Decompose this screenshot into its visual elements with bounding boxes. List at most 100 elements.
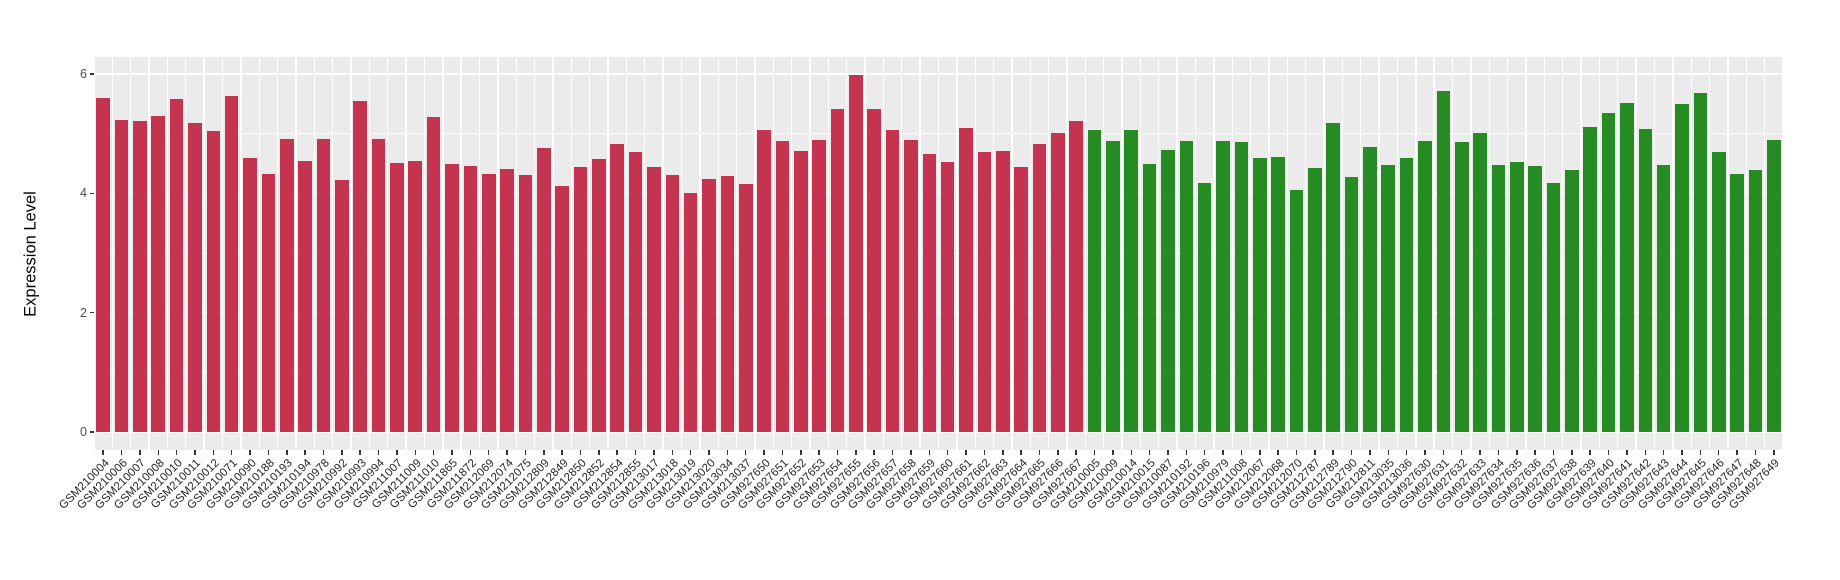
vertical-gridline: [552, 57, 554, 450]
bar-GSM927641: [1620, 103, 1634, 433]
vertical-gridline: [405, 57, 407, 450]
x-tick: [175, 450, 178, 455]
y-tick: [89, 73, 94, 75]
bar-GSM210194: [298, 161, 312, 433]
bar-GSM210978: [316, 139, 331, 433]
x-tick: [1185, 450, 1188, 455]
bar-GSM212075: [518, 175, 533, 433]
vertical-gridline: [1727, 57, 1729, 450]
x-tick: [910, 450, 912, 455]
vertical-gridline: [1029, 57, 1031, 450]
bar-GSM212787: [1308, 168, 1322, 433]
bar-GSM927657: [885, 130, 900, 433]
minor-gridline: [94, 133, 1783, 135]
x-tick: [543, 450, 545, 455]
vertical-gridline: [368, 57, 371, 450]
bar-GSM212850: [573, 166, 588, 433]
vertical-gridline: [735, 57, 738, 450]
bar-GSM210993: [353, 101, 367, 433]
x-tick: [1203, 450, 1206, 455]
vertical-gridline: [1635, 57, 1637, 450]
vertical-gridline: [1341, 57, 1344, 450]
vertical-gridline: [1176, 57, 1178, 450]
vertical-gridline: [1304, 57, 1307, 450]
x-tick: [1479, 450, 1481, 455]
bar-GSM213017: [647, 167, 661, 433]
vertical-gridline: [882, 57, 885, 450]
bar-GSM212069: [481, 173, 496, 433]
bar-GSM211009: [408, 160, 423, 433]
x-tick: [579, 450, 582, 455]
y-tick-label: 6: [80, 67, 87, 81]
bar-GSM927662: [977, 151, 992, 433]
major-gridline: [94, 192, 1783, 195]
bar-GSM927664: [1014, 167, 1028, 433]
x-tick: [836, 450, 839, 455]
major-gridline: [94, 431, 1783, 433]
bar-GSM927644: [1675, 104, 1689, 433]
x-tick: [781, 450, 784, 455]
x-tick: [744, 450, 747, 455]
bar-GSM210071: [224, 96, 239, 433]
x-tick: [524, 450, 527, 455]
vertical-gridline: [1121, 57, 1123, 450]
x-tick: [800, 450, 802, 455]
vertical-gridline: [570, 57, 573, 450]
vertical-gridline: [864, 57, 866, 450]
bar-GSM210192: [1179, 141, 1194, 433]
vertical-gridline: [901, 57, 903, 450]
bar-GSM213019: [683, 193, 698, 433]
bar-GSM212854: [610, 144, 624, 433]
vertical-gridline: [1617, 57, 1619, 450]
x-tick: [855, 450, 857, 455]
bar-GSM927666: [1051, 132, 1065, 433]
vertical-gridline: [717, 57, 719, 450]
vertical-gridline: [1580, 57, 1582, 450]
x-tick: [432, 450, 435, 455]
bar-GSM212790: [1344, 176, 1359, 433]
x-tick: [1424, 450, 1426, 455]
bar-GSM210188: [261, 174, 276, 433]
x-tick: [157, 450, 159, 455]
bar-GSM212849: [555, 186, 569, 433]
bar-GSM927647: [1730, 174, 1744, 433]
x-tick: [1332, 450, 1334, 455]
vertical-gridline: [1690, 57, 1692, 450]
x-tick: [1295, 450, 1298, 455]
x-tick: [1607, 450, 1610, 455]
vertical-gridline: [992, 57, 995, 450]
x-tick: [1773, 450, 1775, 455]
x-tick: [506, 450, 508, 455]
vertical-gridline: [680, 57, 683, 450]
bar-GSM210087: [1161, 149, 1175, 433]
vertical-gridline: [1286, 57, 1288, 450]
bar-GSM212809: [536, 148, 551, 433]
bar-GSM213034: [720, 176, 735, 433]
bar-GSM212074: [500, 168, 514, 433]
bar-GSM927648: [1748, 169, 1763, 433]
x-tick: [1662, 450, 1665, 455]
bar-GSM212067: [1252, 158, 1267, 433]
x-tick: [1736, 450, 1738, 455]
bar-GSM210992: [335, 180, 349, 433]
vertical-gridline: [1543, 57, 1546, 450]
vertical-gridline: [515, 57, 517, 450]
bar-GSM927639: [1583, 127, 1598, 433]
x-tick: [1093, 450, 1096, 455]
vertical-gridline: [662, 57, 664, 450]
vertical-gridline: [1194, 57, 1197, 450]
bar-GSM210994: [371, 139, 386, 433]
x-tick: [304, 450, 306, 455]
x-tick: [249, 450, 251, 455]
vertical-gridline: [1562, 57, 1564, 450]
bar-GSM927658: [904, 140, 918, 433]
vertical-gridline: [1323, 57, 1325, 450]
vertical-gridline: [276, 57, 279, 450]
bar-GSM211010: [426, 116, 441, 433]
bar-GSM927661: [959, 127, 973, 433]
x-tick: [212, 450, 215, 455]
x-tick: [1314, 450, 1316, 455]
vertical-gridline: [1451, 57, 1454, 450]
bar-GSM212855: [628, 151, 643, 433]
bar-GSM210090: [243, 157, 257, 433]
